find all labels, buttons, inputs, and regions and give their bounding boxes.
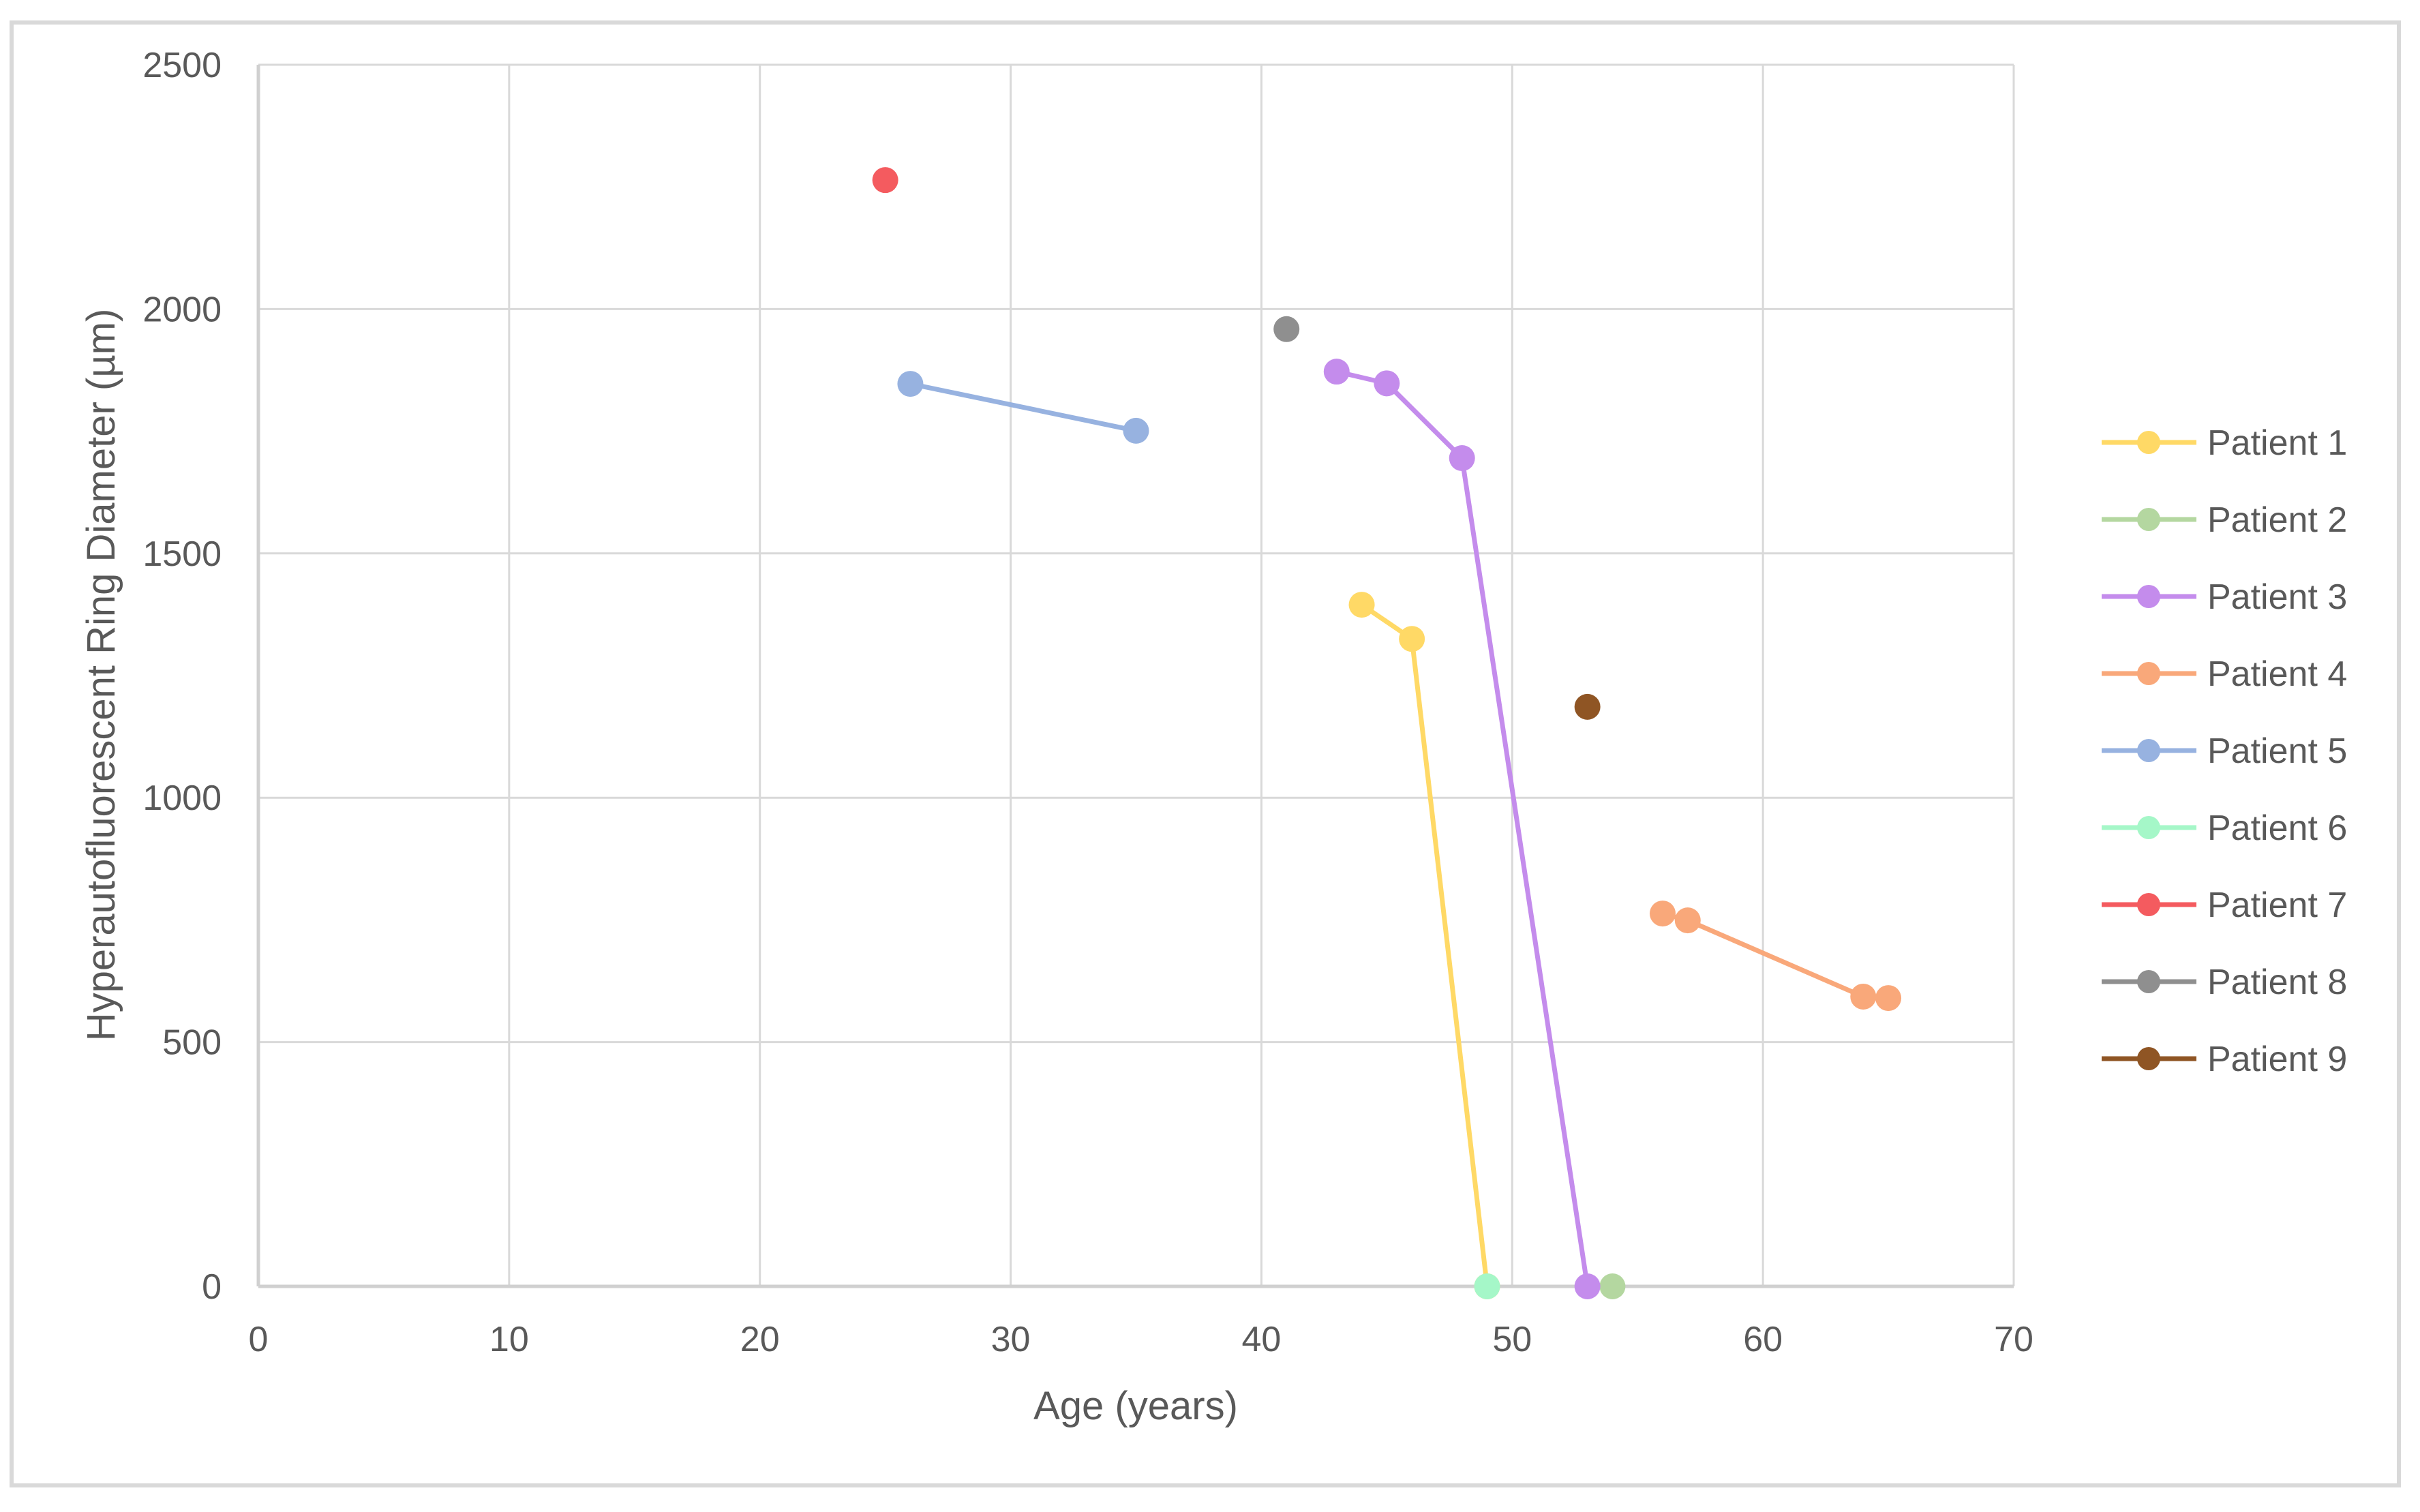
- legend-marker-icon: [2137, 431, 2160, 454]
- x-axis-tick-labels: 0 10 20 30 40 50 60 70: [249, 1320, 2033, 1359]
- data-point-marker[interactable]: [1374, 370, 1400, 397]
- x-tick-label: 70: [1994, 1320, 2033, 1359]
- data-point-marker[interactable]: [1599, 1273, 1626, 1299]
- axes: [256, 65, 2014, 1288]
- legend-label: Patient 3: [2207, 577, 2347, 617]
- x-tick-label: 50: [1492, 1320, 1532, 1359]
- legend-label: Patient 9: [2207, 1040, 2347, 1079]
- data-point-marker[interactable]: [1449, 445, 1475, 472]
- legend-label: Patient 8: [2207, 963, 2347, 1002]
- series-patient-3: [1323, 359, 1601, 1299]
- legend: Patient 1 Patient 2 Patient 3 Patient 4 Pati…: [2102, 423, 2347, 1079]
- x-tick-label: 30: [991, 1320, 1031, 1359]
- y-tick-label: 2000: [142, 290, 222, 329]
- legend-marker-icon: [2137, 816, 2160, 839]
- series-patient-8: [1273, 316, 1300, 342]
- legend-marker-icon: [2137, 1047, 2160, 1070]
- legend-item[interactable]: Patient 7: [2102, 886, 2347, 925]
- x-tick-label: 20: [740, 1320, 780, 1359]
- data-point-marker[interactable]: [1574, 1273, 1601, 1299]
- legend-label: Patient 2: [2207, 500, 2347, 540]
- x-tick-label: 10: [489, 1320, 529, 1359]
- legend-marker-icon: [2137, 585, 2160, 608]
- gridlines: [258, 63, 2015, 1286]
- data-point-marker[interactable]: [1123, 417, 1149, 444]
- legend-marker-icon: [2137, 893, 2160, 916]
- x-tick-label: 0: [249, 1320, 269, 1359]
- y-tick-label: 2500: [142, 46, 222, 85]
- data-point-marker[interactable]: [1674, 907, 1701, 934]
- series-line: [1335, 369, 1590, 1287]
- legend-marker-icon: [2137, 739, 2160, 762]
- series-patient-4: [1650, 901, 1902, 1012]
- data-point-marker[interactable]: [1875, 985, 1902, 1012]
- legend-item[interactable]: Patient 8: [2102, 963, 2347, 1002]
- legend-label: Patient 6: [2207, 808, 2347, 848]
- legend-item[interactable]: Patient 4: [2102, 654, 2347, 694]
- series-patient-1: [1348, 592, 1500, 1299]
- legend-item[interactable]: Patient 3: [2102, 577, 2347, 617]
- legend-item[interactable]: Patient 9: [2102, 1040, 2347, 1079]
- y-axis-title: Hyperautofluorescent Ring Diameter (µm): [79, 309, 123, 1042]
- legend-marker-icon: [2137, 508, 2160, 531]
- legend-item[interactable]: Patient 5: [2102, 731, 2347, 771]
- data-point-marker[interactable]: [897, 371, 924, 397]
- data-point-marker[interactable]: [1348, 592, 1375, 618]
- data-point-marker[interactable]: [1650, 901, 1676, 927]
- legend-label: Patient 1: [2207, 423, 2347, 463]
- chart-frame: [10, 20, 2401, 1487]
- series-line: [909, 381, 1137, 434]
- series-patient-7: [872, 167, 898, 194]
- y-tick-label: 1000: [142, 778, 222, 818]
- series-patient-5: [897, 371, 1149, 444]
- series-line: [1360, 603, 1489, 1287]
- data-point-marker[interactable]: [1474, 1273, 1500, 1299]
- x-tick-label: 60: [1743, 1320, 1783, 1359]
- legend-marker-icon: [2137, 970, 2160, 993]
- y-tick-label: 1500: [142, 534, 222, 574]
- legend-item[interactable]: Patient 1: [2102, 423, 2347, 463]
- data-point-marker[interactable]: [1399, 626, 1425, 652]
- legend-item[interactable]: Patient 6: [2102, 808, 2347, 848]
- series-patient-6: [1474, 1273, 1500, 1299]
- legend-label: Patient 5: [2207, 731, 2347, 771]
- plot-series: [872, 167, 1902, 1299]
- series-patient-9: [1574, 693, 1601, 720]
- data-point-marker[interactable]: [872, 167, 898, 194]
- legend-marker-icon: [2137, 662, 2160, 685]
- x-tick-label: 40: [1242, 1320, 1282, 1359]
- legend-label: Patient 4: [2207, 654, 2347, 694]
- data-point-marker[interactable]: [1574, 693, 1601, 720]
- x-axis-title: Age (years): [1033, 1384, 1238, 1428]
- data-point-marker[interactable]: [1273, 316, 1300, 342]
- series-patient-2: [1599, 1273, 1626, 1299]
- legend-label: Patient 7: [2207, 886, 2347, 925]
- y-tick-label: 500: [162, 1023, 222, 1063]
- y-tick-label: 0: [202, 1267, 222, 1307]
- data-point-marker[interactable]: [1323, 359, 1350, 385]
- y-axis-tick-labels: 0 500 1000 1500 2000 2500: [142, 46, 222, 1307]
- data-point-marker[interactable]: [1850, 983, 1877, 1010]
- legend-item[interactable]: Patient 2: [2102, 500, 2347, 540]
